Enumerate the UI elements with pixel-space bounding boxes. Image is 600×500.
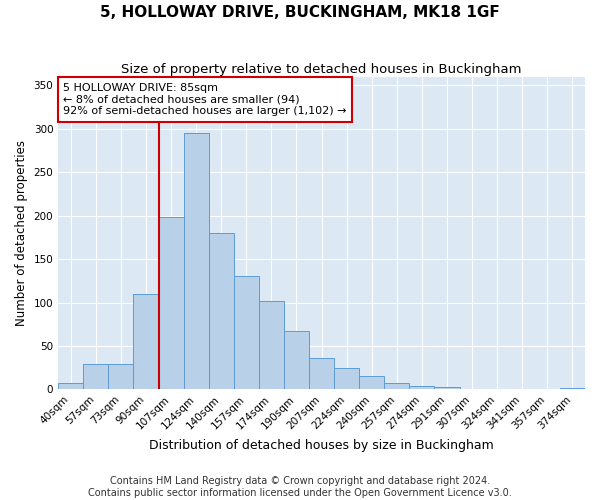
- Bar: [334, 368, 359, 390]
- X-axis label: Distribution of detached houses by size in Buckingham: Distribution of detached houses by size …: [149, 440, 494, 452]
- Bar: [158, 218, 184, 390]
- Title: Size of property relative to detached houses in Buckingham: Size of property relative to detached ho…: [121, 62, 522, 76]
- Bar: [359, 376, 385, 390]
- Bar: [133, 294, 158, 390]
- Text: Contains HM Land Registry data © Crown copyright and database right 2024.
Contai: Contains HM Land Registry data © Crown c…: [88, 476, 512, 498]
- Bar: [109, 364, 133, 390]
- Bar: [385, 384, 409, 390]
- Bar: [409, 386, 434, 390]
- Text: 5, HOLLOWAY DRIVE, BUCKINGHAM, MK18 1GF: 5, HOLLOWAY DRIVE, BUCKINGHAM, MK18 1GF: [100, 5, 500, 20]
- Bar: [284, 331, 309, 390]
- Bar: [234, 276, 259, 390]
- Bar: [184, 133, 209, 390]
- Bar: [560, 388, 585, 390]
- Bar: [510, 388, 535, 390]
- Bar: [309, 358, 334, 390]
- Bar: [259, 301, 284, 390]
- Bar: [209, 233, 234, 390]
- Bar: [460, 388, 485, 390]
- Text: 5 HOLLOWAY DRIVE: 85sqm
← 8% of detached houses are smaller (94)
92% of semi-det: 5 HOLLOWAY DRIVE: 85sqm ← 8% of detached…: [64, 83, 347, 116]
- Bar: [434, 387, 460, 390]
- Y-axis label: Number of detached properties: Number of detached properties: [15, 140, 28, 326]
- Bar: [58, 384, 83, 390]
- Bar: [83, 364, 109, 390]
